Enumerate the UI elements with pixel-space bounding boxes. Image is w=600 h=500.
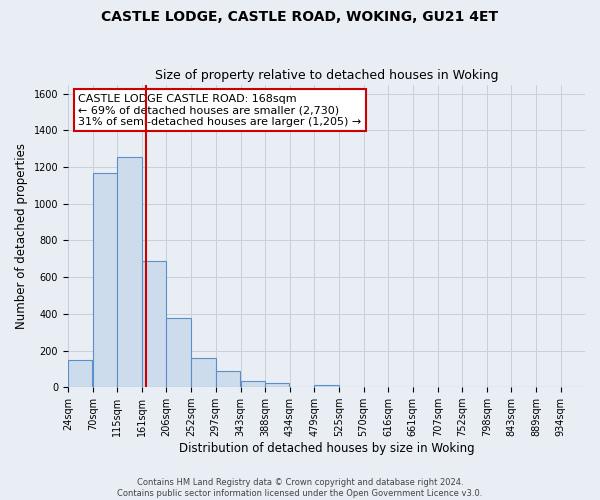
Bar xyxy=(142,260,166,387)
Bar xyxy=(241,381,265,387)
Bar xyxy=(68,360,92,387)
Text: Contains HM Land Registry data © Crown copyright and database right 2024.
Contai: Contains HM Land Registry data © Crown c… xyxy=(118,478,482,498)
Bar xyxy=(314,385,338,387)
Title: Size of property relative to detached houses in Woking: Size of property relative to detached ho… xyxy=(155,69,498,82)
X-axis label: Distribution of detached houses by size in Woking: Distribution of detached houses by size … xyxy=(179,442,474,455)
Bar xyxy=(216,370,240,387)
Y-axis label: Number of detached properties: Number of detached properties xyxy=(15,143,28,329)
Bar xyxy=(93,172,117,387)
Text: CASTLE LODGE CASTLE ROAD: 168sqm
← 69% of detached houses are smaller (2,730)
31: CASTLE LODGE CASTLE ROAD: 168sqm ← 69% o… xyxy=(78,94,361,127)
Text: CASTLE LODGE, CASTLE ROAD, WOKING, GU21 4ET: CASTLE LODGE, CASTLE ROAD, WOKING, GU21 … xyxy=(101,10,499,24)
Bar xyxy=(117,157,142,387)
Bar xyxy=(265,383,289,387)
Bar xyxy=(166,318,191,387)
Bar xyxy=(191,358,216,387)
